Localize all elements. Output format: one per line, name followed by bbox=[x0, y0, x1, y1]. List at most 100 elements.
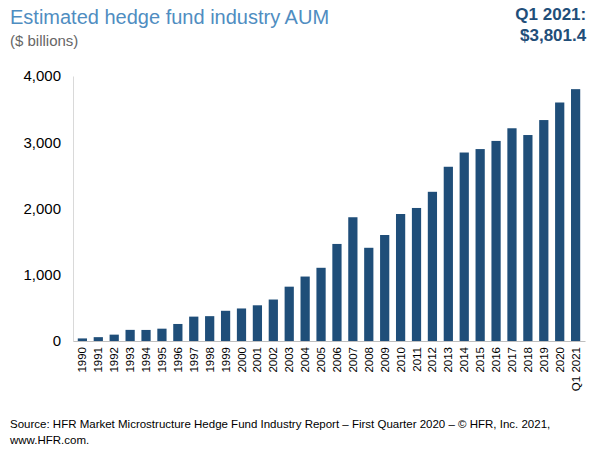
x-axis: 1990 1991 1992 1993 1994 1995 1996 1997 1998 1999… bbox=[74, 341, 586, 391]
x-tick: 1995 bbox=[156, 341, 168, 373]
annotation-line: Q1 2021: bbox=[515, 5, 586, 24]
bar bbox=[126, 330, 135, 341]
x-tick: 1992 bbox=[108, 341, 120, 373]
x-tick: 2019 bbox=[538, 341, 550, 373]
x-tick: 1996 bbox=[172, 341, 184, 373]
x-tick: 2005 bbox=[315, 341, 327, 373]
source-line: www.HFR.com. bbox=[9, 434, 89, 446]
x-tick: 1994 bbox=[140, 341, 152, 373]
x-tick-label: Q1 2021 bbox=[570, 347, 582, 391]
x-tick: 2010 bbox=[395, 341, 407, 373]
x-tick-label: 2003 bbox=[283, 347, 295, 373]
x-tick-label: 1997 bbox=[188, 347, 200, 373]
x-tick-label: 2012 bbox=[426, 347, 438, 373]
bar bbox=[78, 338, 87, 341]
x-tick-label: 2011 bbox=[411, 347, 423, 372]
bar bbox=[189, 317, 198, 341]
bar bbox=[571, 89, 580, 341]
x-tick-label: 1999 bbox=[220, 347, 232, 373]
bar bbox=[332, 244, 341, 341]
x-tick: 1998 bbox=[204, 341, 216, 373]
bar bbox=[412, 208, 421, 341]
x-tick-label: 2014 bbox=[458, 346, 470, 372]
y-tick: 0 bbox=[53, 332, 73, 349]
x-tick: 1999 bbox=[220, 341, 232, 373]
y-tick: 4,000 bbox=[23, 67, 73, 84]
subtitle: ($ billions) bbox=[10, 32, 78, 49]
annotation: Q1 2021:$3,801.4 bbox=[515, 5, 586, 45]
y-tick-label: 3,000 bbox=[23, 134, 61, 151]
y-tick-label: 2,000 bbox=[23, 200, 61, 217]
bar bbox=[364, 248, 373, 341]
x-tick-label: 1991 bbox=[92, 347, 104, 373]
x-tick: 2001 bbox=[251, 341, 263, 373]
bar bbox=[555, 103, 564, 342]
chart: Estimated hedge fund industry AUM ($ bill… bbox=[0, 0, 601, 464]
x-tick-label: 2006 bbox=[331, 347, 343, 373]
x-tick-label: 1995 bbox=[156, 347, 168, 373]
bar bbox=[110, 335, 119, 341]
x-tick-label: 2015 bbox=[474, 347, 486, 373]
x-tick-label: 2000 bbox=[236, 347, 248, 373]
x-tick-label: 2018 bbox=[522, 347, 534, 373]
plot: 01,0002,0003,0004,0001990199119921993199… bbox=[23, 67, 585, 391]
x-tick-label: 1993 bbox=[124, 347, 136, 373]
bar bbox=[507, 128, 516, 341]
bar bbox=[316, 268, 325, 341]
x-tick: 2007 bbox=[347, 341, 359, 373]
x-tick-label: 1998 bbox=[204, 347, 216, 373]
title: Estimated hedge fund industry AUM bbox=[10, 6, 329, 28]
bar bbox=[444, 167, 453, 341]
bar bbox=[428, 192, 437, 341]
bar bbox=[141, 330, 150, 341]
bar bbox=[157, 329, 166, 341]
bars bbox=[78, 89, 580, 341]
bar bbox=[301, 277, 310, 341]
x-tick-label: 2002 bbox=[267, 347, 279, 373]
x-tick-label: 2019 bbox=[538, 347, 550, 373]
y-tick-label: 4,000 bbox=[23, 67, 61, 84]
y-axis-line bbox=[73, 77, 74, 342]
x-tick-label: 2016 bbox=[490, 347, 502, 373]
x-axis-line bbox=[74, 341, 586, 342]
x-tick: 1991 bbox=[92, 341, 104, 373]
x-tick: 2012 bbox=[426, 341, 438, 373]
x-tick: 2000 bbox=[236, 341, 248, 373]
x-tick-label: 1990 bbox=[76, 347, 88, 373]
bar bbox=[237, 308, 246, 341]
bar bbox=[285, 287, 294, 341]
x-tick-label: 2004 bbox=[299, 346, 311, 372]
y-tick: 3,000 bbox=[23, 134, 73, 151]
x-tick: 2018 bbox=[522, 341, 534, 373]
bar bbox=[348, 217, 357, 341]
x-tick: 2011 bbox=[411, 341, 423, 372]
source: Source: HFR Market Microstructure Hedge … bbox=[9, 418, 550, 446]
x-tick-label: 2001 bbox=[251, 347, 263, 373]
bar bbox=[94, 337, 103, 341]
bar bbox=[173, 324, 182, 341]
x-tick: 1990 bbox=[76, 341, 88, 373]
y-tick-label: 0 bbox=[53, 332, 61, 349]
x-tick-label: 2007 bbox=[347, 347, 359, 373]
x-tick-label: 2020 bbox=[554, 347, 566, 373]
bar bbox=[460, 153, 469, 341]
source-line: Source: HFR Market Microstructure Hedge … bbox=[10, 418, 550, 430]
x-tick: 2003 bbox=[283, 341, 295, 373]
x-tick-label: 2008 bbox=[363, 347, 375, 373]
x-tick: 2014 bbox=[458, 341, 470, 373]
bar bbox=[205, 316, 214, 341]
x-tick: 2002 bbox=[267, 341, 279, 373]
bar bbox=[269, 300, 278, 341]
bar bbox=[523, 135, 532, 341]
y-tick: 2,000 bbox=[23, 200, 73, 217]
x-tick: Q1 2021 bbox=[570, 341, 582, 391]
y-tick-label: 1,000 bbox=[23, 266, 61, 283]
x-tick-label: 1996 bbox=[172, 347, 184, 373]
y-tick: 1,000 bbox=[23, 266, 73, 283]
x-tick: 2020 bbox=[554, 341, 566, 373]
x-tick: 2016 bbox=[490, 341, 502, 373]
x-tick: 1997 bbox=[188, 341, 200, 373]
x-tick: 1993 bbox=[124, 341, 136, 373]
bar bbox=[221, 311, 230, 341]
x-tick: 2004 bbox=[299, 341, 311, 373]
